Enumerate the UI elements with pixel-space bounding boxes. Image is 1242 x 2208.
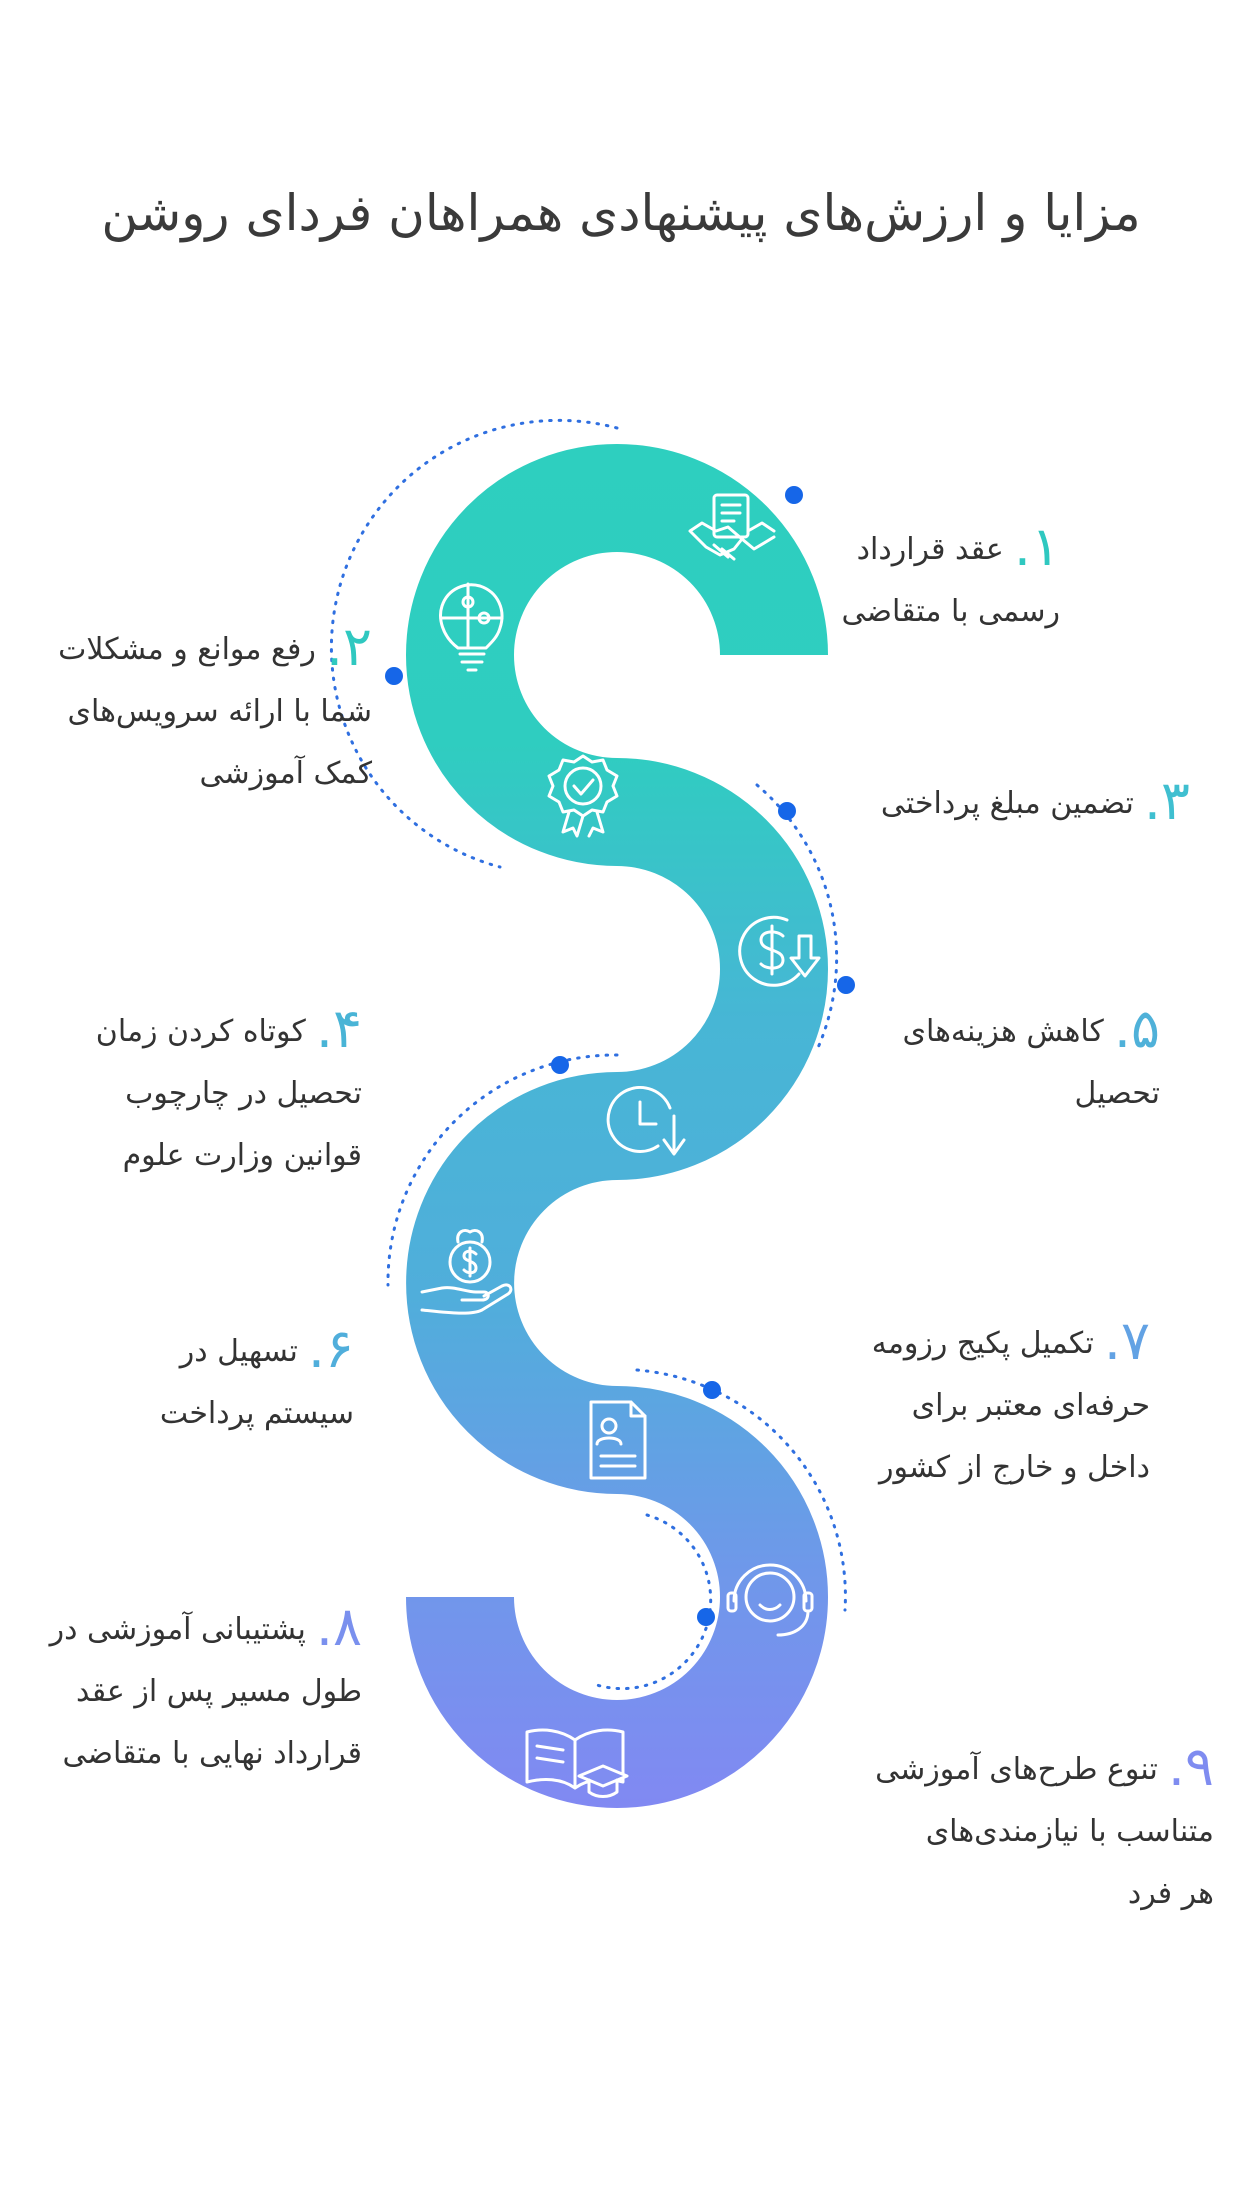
item-2: ۲. رفع موانع و مشکلات شما با ارائه سرویس‌…: [0, 616, 372, 805]
item-5-line-2: تحصیل: [1074, 1076, 1160, 1111]
item-1-line-2: رسمی با متقاضی: [841, 594, 1060, 629]
marker-dot-4: [551, 1056, 569, 1074]
marker-dot-3: [778, 802, 796, 820]
marker-dot-7: [697, 1608, 715, 1626]
marker-dot-5: [837, 976, 855, 994]
item-1-number: ۱.: [1013, 515, 1060, 578]
item-6-number: ۶.: [307, 1317, 354, 1380]
dotted-arc-5: [595, 1513, 713, 1691]
item-1: ۱. عقد قرارداد رسمی با متقاضی: [640, 516, 1060, 643]
item-7-number: ۷.: [1103, 1309, 1150, 1372]
item-5-number: ۵.: [1113, 997, 1160, 1060]
item-4: ۴. کوتاه کردن زمان تحصیل در چارچوب قوانین…: [2, 998, 362, 1187]
item-6: ۶. تسهیل در سیستم پرداخت: [14, 1318, 354, 1445]
marker-dot-6: [703, 1381, 721, 1399]
headset-support-icon: [726, 1563, 814, 1637]
hand-money-bag-icon: [420, 1228, 513, 1315]
item-9-number: ۹.: [1167, 1735, 1214, 1798]
resume-document-icon: [589, 1400, 647, 1480]
item-2-line-1: رفع موانع و مشکلات: [58, 632, 316, 667]
item-4-number: ۴.: [315, 997, 362, 1060]
item-8-line-3: قرارداد نهایی با متقاضی: [62, 1736, 362, 1771]
item-3-number: ۳.: [1143, 769, 1190, 832]
certificate-badge-icon: [547, 754, 619, 838]
item-4-line-2: تحصیل در چارچوب: [125, 1076, 362, 1111]
item-9-line-2: متناسب با نیازمندی‌های: [925, 1814, 1214, 1849]
item-7: ۷. تکمیل پکیج رزومه حرفه‌ای معتبر برای دا…: [750, 1310, 1150, 1499]
item-7-line-2: حرفه‌ای معتبر برای: [911, 1388, 1150, 1423]
item-5-line-1: کاهش هزینه‌های: [902, 1014, 1104, 1049]
clock-down-icon: [606, 1085, 686, 1156]
item-5: ۵. کاهش هزینه‌های تحصیل: [800, 998, 1160, 1125]
marker-dot-2: [385, 667, 403, 685]
item-4-line-3: قوانین وزارت علوم: [122, 1138, 362, 1173]
dollar-decrease-icon: [738, 915, 821, 987]
marker-dot-1: [785, 486, 803, 504]
item-7-line-1: تکمیل پکیج رزومه: [871, 1326, 1094, 1361]
item-7-line-3: داخل و خارج از کشور: [879, 1450, 1150, 1485]
item-9-line-3: هر فرد: [1127, 1876, 1214, 1911]
item-8-line-1: پشتیبانی آموزشی در: [49, 1612, 306, 1647]
item-9-line-1: تنوع طرح‌های آموزشی: [875, 1752, 1158, 1787]
item-2-number: ۲.: [325, 615, 372, 678]
item-8: ۸.پشتیبانی آموزشی در طول مسیر پس از عقد …: [4, 1596, 362, 1785]
item-2-line-3: کمک آموزشی: [199, 756, 372, 791]
item-3: ۳. تضمین مبلغ پرداختی: [810, 770, 1190, 835]
handshake-document-icon: [688, 493, 776, 561]
item-3-line-1: تضمین مبلغ پرداختی: [880, 786, 1134, 821]
puzzle-lightbulb-icon: [439, 582, 504, 672]
item-2-line-2: شما با ارائه سرویس‌های: [67, 694, 372, 729]
item-6-line-2: سیستم پرداخت: [159, 1396, 354, 1431]
dotted-arc-3: [386, 1053, 619, 1287]
item-4-line-1: کوتاه کردن زمان: [95, 1014, 306, 1049]
s-ribbon: [406, 444, 828, 1809]
item-6-line-1: تسهیل در: [179, 1334, 298, 1369]
item-8-line-2: طول مسیر پس از عقد: [76, 1674, 362, 1709]
item-1-line-1: عقد قرارداد: [856, 532, 1004, 567]
item-9: ۹. تنوع طرح‌های آموزشی متناسب با نیازمندی…: [794, 1736, 1214, 1925]
item-8-number: ۸.: [315, 1595, 362, 1658]
book-graduation-cap-icon: [525, 1728, 629, 1798]
page-title: مزایا و ارزش‌های پیشنهادی همراهان فردای …: [101, 183, 1141, 242]
